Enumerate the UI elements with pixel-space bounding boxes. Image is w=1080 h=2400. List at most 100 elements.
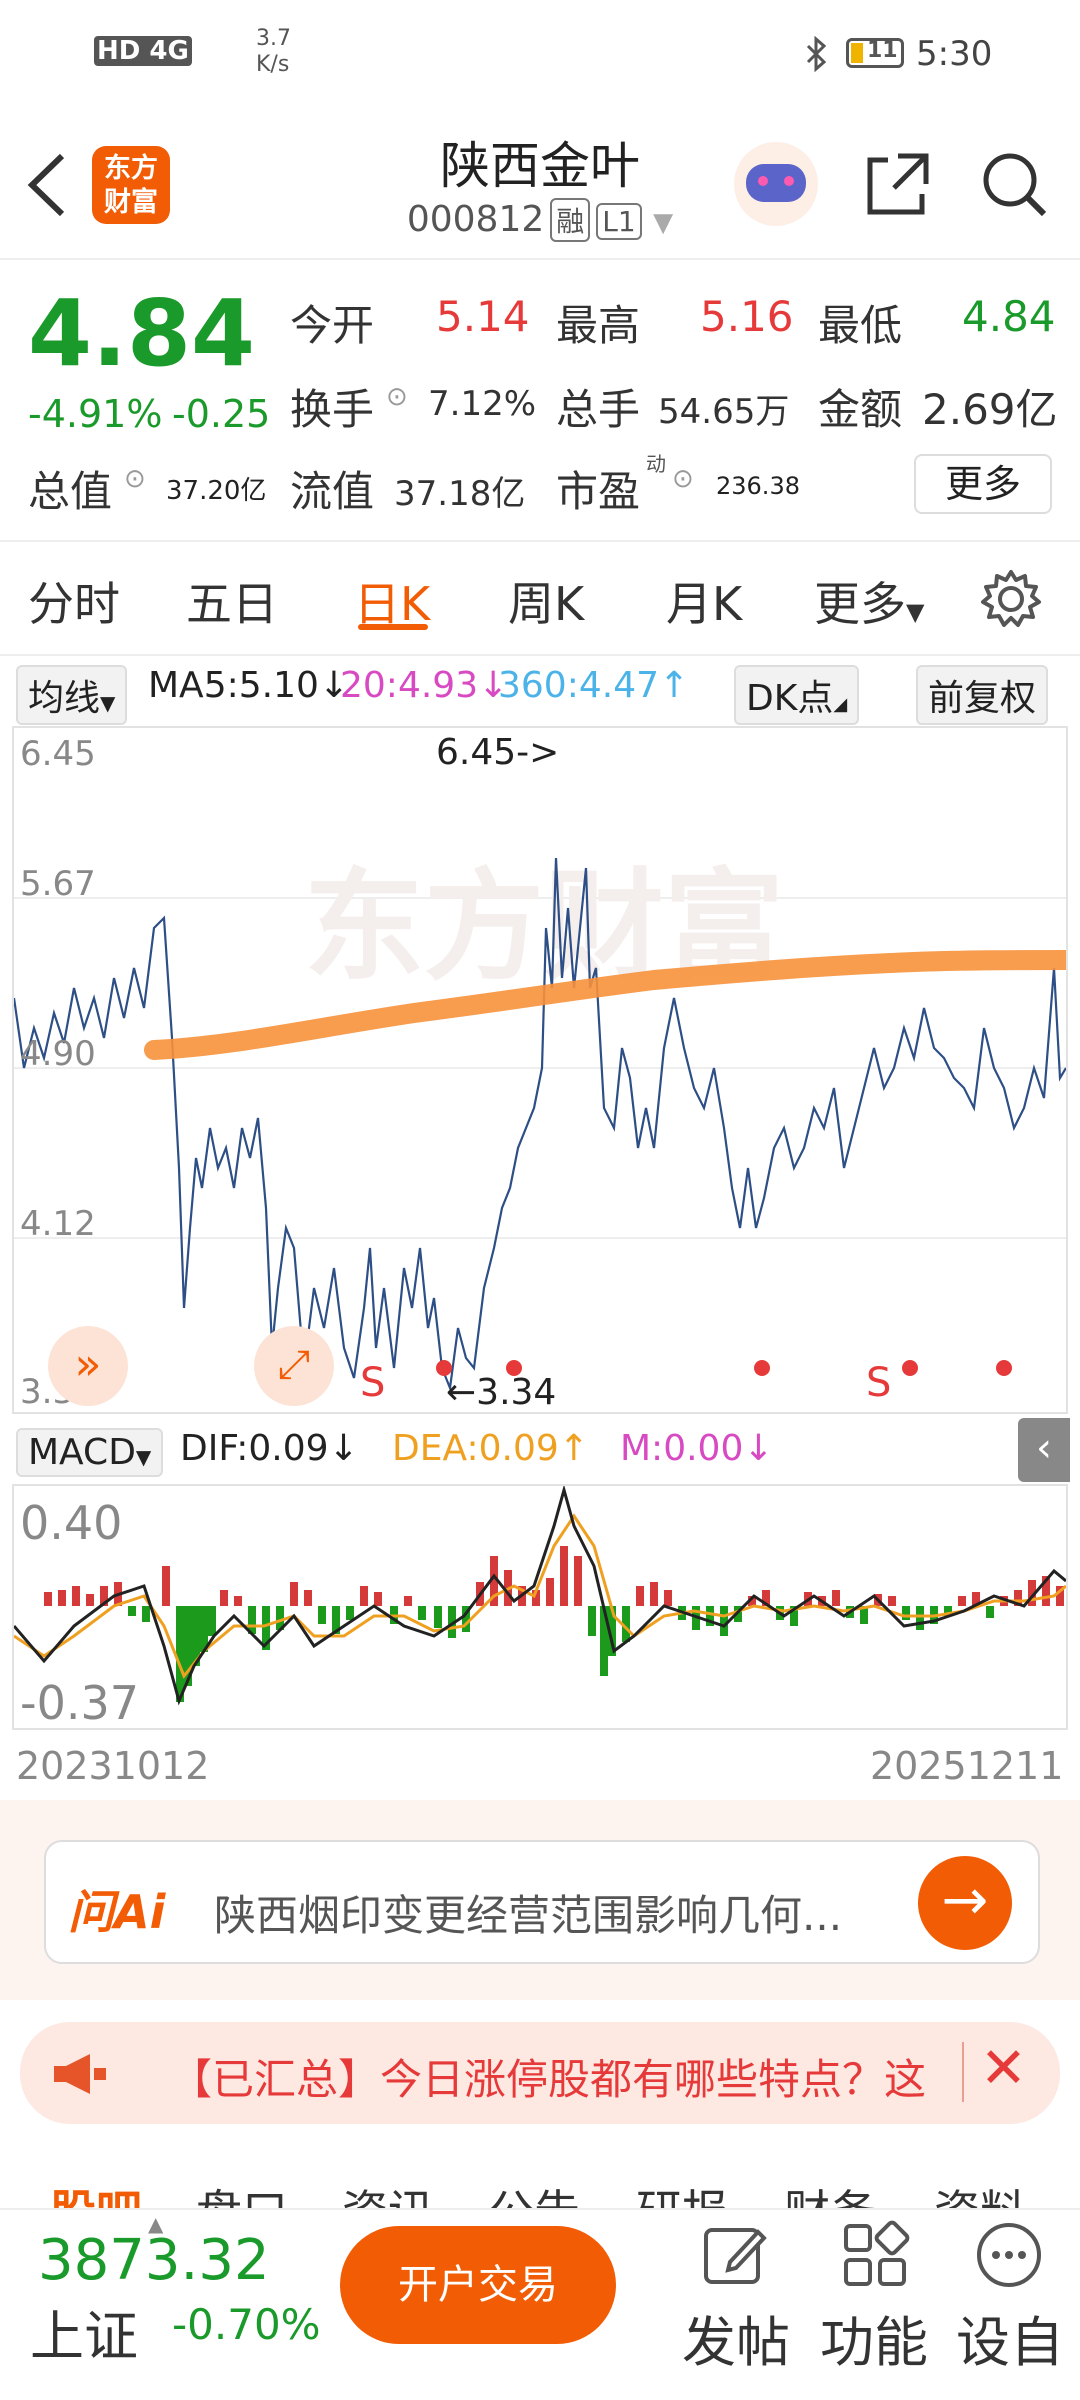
- float-value: 37.18亿: [394, 474, 526, 514]
- tab-profile[interactable]: 资料: [934, 2176, 1026, 2210]
- sell-signal: S: [866, 1360, 892, 1406]
- assistant-avatar[interactable]: [734, 142, 818, 226]
- macd-selector[interactable]: MACD▼: [16, 1428, 164, 1477]
- tab-intraday[interactable]: 分时: [28, 577, 120, 631]
- divider: [0, 540, 1080, 542]
- kline-chart[interactable]: 东方财富 6.45 5.67 4.90 4.12 3.34 6.45-> ←3.…: [12, 726, 1068, 1414]
- pe-superscript: 动: [646, 452, 666, 476]
- volume-value: 54.65万: [658, 392, 790, 432]
- y-tick: 6.45: [20, 734, 96, 774]
- low-marker: ←3.34: [446, 1372, 557, 1413]
- turnover-value: 7.12%: [428, 384, 537, 424]
- net-speed-unit: K/s: [256, 52, 290, 77]
- watchlist-label: 设自: [956, 2311, 1064, 2374]
- index-value[interactable]: 3873.32: [38, 2228, 270, 2293]
- chevron-down-icon[interactable]: ▼: [653, 208, 674, 238]
- price-line: [14, 857, 1066, 1393]
- open-label: 今开: [290, 301, 375, 350]
- net-speed-value: 3.7: [256, 26, 291, 51]
- ma-selector[interactable]: 均线▼: [16, 665, 128, 725]
- tab-forum[interactable]: 股吧: [50, 2176, 142, 2210]
- high-marker: 6.45->: [436, 732, 560, 773]
- fullscreen-icon[interactable]: ⤢: [254, 1326, 334, 1406]
- caret-down-icon: ▼: [135, 1445, 152, 1469]
- caret-up-icon: ▲: [148, 2212, 164, 2236]
- high-label: 最高: [556, 301, 641, 350]
- divider: [0, 654, 1080, 656]
- section-tabs: 股吧 盘口 资讯 公告 研报 财务 资料: [0, 2140, 1080, 2210]
- megaphone-icon: [54, 2054, 106, 2094]
- watchlist-button[interactable]: 设自: [950, 2214, 1070, 2394]
- volume-label: 总手: [556, 385, 641, 434]
- amount-value: 2.69亿: [922, 385, 1058, 434]
- app-logo: 东方 财富: [92, 146, 170, 224]
- open-value: 5.14: [436, 292, 530, 341]
- tab-orderbook[interactable]: 盘口: [196, 2176, 288, 2210]
- expand-panel-icon[interactable]: »: [48, 1326, 128, 1406]
- info-icon[interactable]: ⊙: [672, 464, 694, 494]
- post-label: 发帖: [682, 2311, 790, 2374]
- pe-value: 236.38: [716, 472, 800, 500]
- amount-label: 金额: [818, 385, 903, 434]
- active-tab-indicator: [358, 624, 428, 630]
- tab-weekly-k[interactable]: 周K: [508, 577, 585, 631]
- functions-button[interactable]: 功能: [814, 2214, 934, 2394]
- gear-icon[interactable]: [980, 568, 1042, 630]
- level-tag: L1: [596, 203, 642, 240]
- macd-y-bottom: -0.37: [20, 1676, 140, 1730]
- share-icon[interactable]: [862, 148, 934, 220]
- divider: [962, 2042, 964, 2102]
- change-amount: -0.25: [172, 392, 271, 436]
- turnover-label: 换手: [290, 385, 375, 434]
- pe-label: 市盈: [556, 467, 641, 516]
- back-arrow-icon[interactable]: [22, 150, 72, 220]
- tab-daily-k[interactable]: 日K: [354, 577, 431, 631]
- dif-value: DIF:0.09↓: [180, 1428, 359, 1469]
- close-icon[interactable]: ✕: [980, 2036, 1027, 2101]
- change-percent: -4.91%: [28, 392, 163, 436]
- tab-research[interactable]: 研报: [636, 2176, 728, 2210]
- stock-header: [0, 110, 1080, 260]
- adjust-selector[interactable]: 前复权: [916, 665, 1049, 725]
- ma360-value: 360:4.47↑: [498, 665, 690, 706]
- tab-financials[interactable]: 财务: [784, 2176, 876, 2210]
- ai-search-box[interactable]: 问Ai 陕西烟印变更经营范围影响几何...: [44, 1840, 1040, 1964]
- info-icon[interactable]: ⊙: [124, 464, 146, 494]
- low-label: 最低: [818, 301, 903, 350]
- mktcap-value: 37.20亿: [166, 476, 267, 506]
- stock-code: 000812: [406, 199, 545, 240]
- more-dots-icon: [977, 2223, 1041, 2287]
- ma360-line: [144, 950, 1066, 1060]
- tab-monthly-k[interactable]: 月K: [666, 577, 743, 631]
- date-start: 20231012: [16, 1744, 210, 1788]
- ma5-value: MA5:5.10↓: [148, 665, 350, 706]
- dif-line: [14, 1486, 1066, 1706]
- news-ticker[interactable]: 【已汇总】今日涨停股都有哪些特点？这 ✕: [20, 2022, 1060, 2124]
- tab-five-day[interactable]: 五日: [186, 577, 278, 631]
- ai-question: 陕西烟印变更经营范围影响几何...: [214, 1891, 843, 1940]
- ai-logo: 问Ai: [68, 1885, 166, 1939]
- tab-more[interactable]: 更多▼: [814, 577, 925, 631]
- ai-submit-arrow-icon[interactable]: →: [918, 1856, 1012, 1950]
- m-value: M:0.00↓: [620, 1428, 774, 1469]
- dk-selector[interactable]: DK点◢: [734, 665, 860, 725]
- collapse-icon[interactable]: ‹: [1018, 1418, 1070, 1482]
- tab-announcements[interactable]: 公告: [488, 2176, 580, 2210]
- post-button[interactable]: 发帖: [676, 2214, 796, 2394]
- network-badge: HD 4G: [94, 36, 192, 66]
- caret-down-icon: ▼: [906, 598, 925, 626]
- search-icon[interactable]: [978, 148, 1050, 220]
- open-account-button[interactable]: 开户交易: [340, 2226, 616, 2344]
- more-quote-button[interactable]: 更多: [914, 454, 1052, 514]
- info-icon[interactable]: ⊙: [386, 382, 408, 412]
- tab-news[interactable]: 资讯: [342, 2176, 434, 2210]
- low-value: 4.84: [962, 292, 1056, 341]
- stock-code-row: 000812 融 L1 ▼: [0, 198, 1080, 242]
- date-end: 20251211: [870, 1744, 1064, 1788]
- edit-icon: [704, 2228, 767, 2284]
- macd-chart[interactable]: 0.40 -0.37: [12, 1484, 1068, 1730]
- stock-name: 陕西金叶: [440, 137, 640, 195]
- dea-value: DEA:0.09↑: [392, 1428, 589, 1469]
- bluetooth-icon: [806, 36, 827, 72]
- ma20-value: 20:4.93↓: [340, 665, 509, 706]
